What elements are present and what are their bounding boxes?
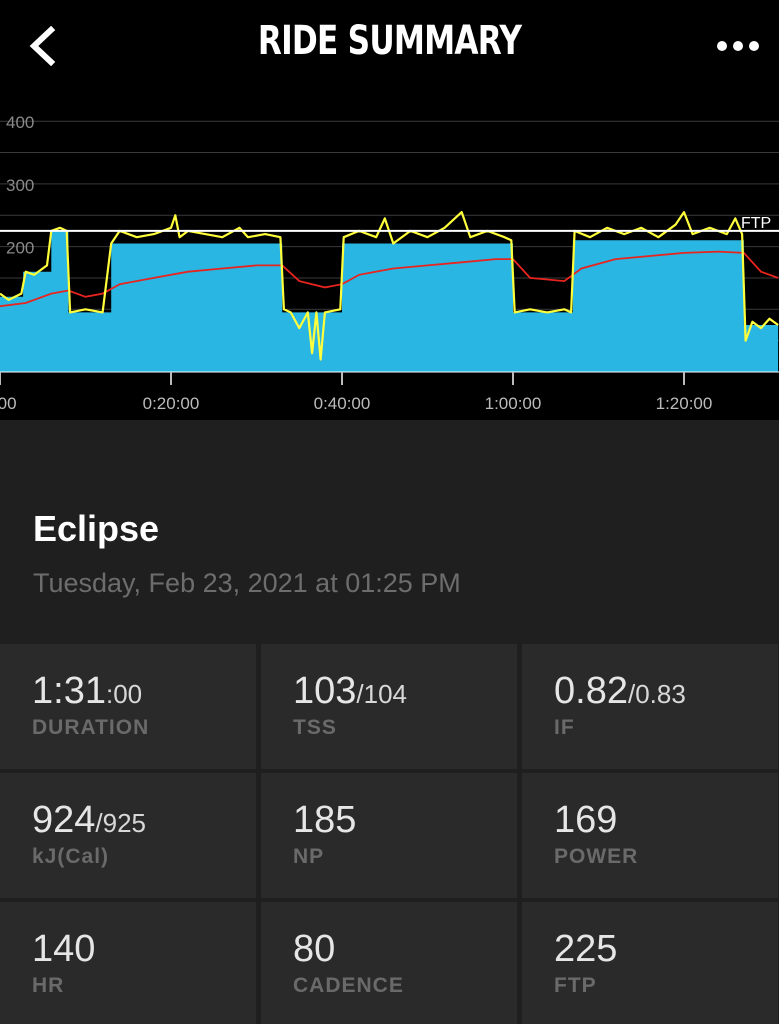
metric-np: 185 NP: [261, 773, 517, 898]
heart-rate-line: [0, 250, 779, 308]
workout-name: Eclipse: [33, 508, 160, 549]
metric-value: 80: [293, 928, 336, 970]
metric-value: 924/925: [32, 799, 147, 841]
metric-kj: 924/925 kJ(Cal): [0, 773, 256, 898]
metric-tss: 103/104 TSS: [261, 644, 517, 769]
ftp-label: FTP: [741, 215, 771, 232]
ride-chart[interactable]: 400 300 200 FTP 0:00 0:20:00 0:40:00 1:00:00 1:2…: [0, 92, 779, 420]
metric-label: IF: [554, 716, 575, 739]
metric-value: 103/104: [293, 670, 408, 712]
page-title: RIDE SUMMARY: [257, 18, 522, 64]
metric-value: 1:31:00: [32, 670, 143, 712]
x-tick-label: 1:00:00: [485, 394, 542, 413]
metric-label: kJ(Cal): [32, 845, 110, 868]
metrics-grid: 1:31:00 DURATION 103/104 TSS 0.82/0.83 I…: [0, 644, 779, 1024]
chevron-left-icon: [29, 26, 56, 66]
more-dots-icon: [717, 41, 759, 51]
target-power-area: [0, 230, 779, 372]
metric-value: 185: [293, 799, 357, 841]
metric-label: DURATION: [32, 716, 150, 739]
x-tick-label: 0:40:00: [314, 394, 371, 413]
x-tick-label: 1:20:00: [656, 394, 713, 413]
metric-power: 169 POWER: [522, 773, 778, 898]
back-button[interactable]: [18, 16, 66, 76]
metric-label: NP: [293, 845, 325, 868]
more-button[interactable]: [711, 20, 765, 72]
y-tick-label: 400: [6, 113, 34, 132]
x-tick-label: 0:20:00: [143, 394, 200, 413]
metric-label: HR: [32, 974, 65, 997]
metric-label: POWER: [554, 845, 639, 868]
metric-if: 0.82/0.83 IF: [522, 644, 778, 769]
y-tick-label: 300: [6, 176, 34, 195]
metric-label: FTP: [554, 974, 597, 997]
top-bar: RIDE SUMMARY: [0, 0, 779, 92]
metric-label: CADENCE: [293, 974, 404, 997]
metric-hr: 140 HR: [0, 902, 256, 1024]
metric-duration: 1:31:00 DURATION: [0, 644, 256, 769]
power-line: [0, 210, 779, 361]
metric-value: 225: [554, 928, 618, 970]
metric-cadence: 80 CADENCE: [261, 902, 517, 1024]
metric-ftp: 225 FTP: [522, 902, 778, 1024]
metric-value: 0.82/0.83: [554, 670, 686, 712]
y-tick-label: 200: [6, 239, 34, 258]
metric-value: 140: [32, 928, 96, 970]
ride-chart-svg: 400 300 200 FTP 0:00 0:20:00 0:40:00 1:00:00 1:2…: [0, 113, 779, 413]
metric-label: TSS: [293, 716, 337, 739]
workout-date: Tuesday, Feb 23, 2021 at 01:25 PM: [33, 568, 461, 598]
x-tick-label: 0:00: [0, 394, 17, 413]
metric-value: 169: [554, 799, 618, 841]
